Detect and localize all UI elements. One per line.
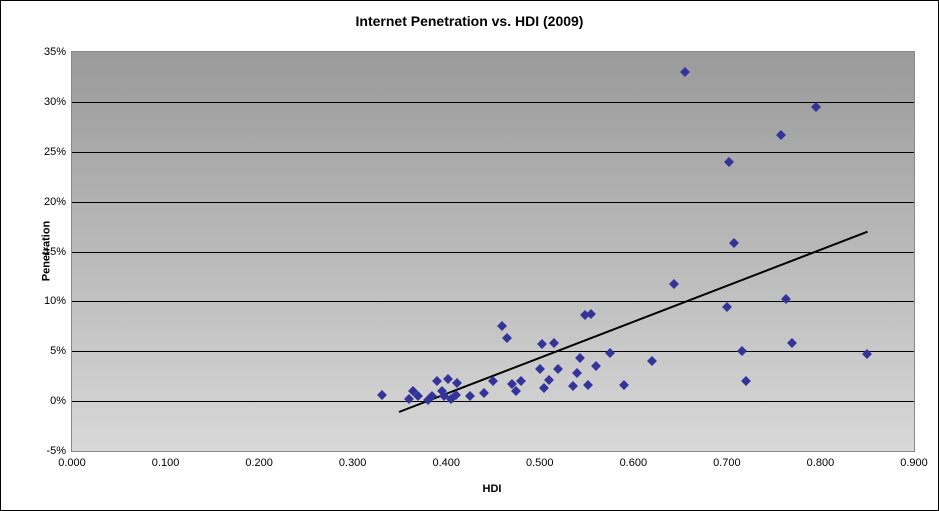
- data-point: [647, 356, 657, 366]
- data-point: [680, 67, 690, 77]
- gridline: [72, 351, 914, 352]
- data-point: [465, 391, 475, 401]
- data-point: [516, 376, 526, 386]
- data-point: [535, 364, 545, 374]
- data-point: [511, 386, 521, 396]
- data-point: [502, 333, 512, 343]
- y-axis-title: Penetration: [40, 220, 52, 281]
- chart-container: Internet Penetration vs. HDI (2009) -5%0…: [0, 0, 939, 511]
- data-point: [591, 361, 601, 371]
- x-tick-label: 0.800: [807, 457, 835, 469]
- chart-title: Internet Penetration vs. HDI (2009): [1, 1, 938, 37]
- x-tick-label: 0.500: [526, 457, 554, 469]
- x-tick-label: 0.400: [432, 457, 460, 469]
- data-point: [568, 381, 578, 391]
- data-point: [811, 102, 821, 112]
- data-point: [776, 130, 786, 140]
- data-point: [605, 348, 615, 358]
- data-point: [787, 338, 797, 348]
- data-point: [586, 309, 596, 319]
- data-point: [729, 238, 739, 248]
- y-tick-label: 25%: [44, 146, 66, 158]
- y-tick-label: 0%: [50, 395, 66, 407]
- y-tick-label: 20%: [44, 196, 66, 208]
- data-point: [669, 279, 679, 289]
- data-point: [432, 376, 442, 386]
- data-point: [488, 376, 498, 386]
- data-point: [479, 388, 489, 398]
- x-tick-label: 0.900: [900, 457, 928, 469]
- gridline: [72, 152, 914, 153]
- data-point: [583, 380, 593, 390]
- data-point: [549, 338, 559, 348]
- y-tick-label: 30%: [44, 96, 66, 108]
- data-point: [572, 368, 582, 378]
- gridline: [72, 202, 914, 203]
- data-point: [741, 376, 751, 386]
- data-point: [497, 321, 507, 331]
- data-point: [781, 294, 791, 304]
- x-tick-label: 0.700: [713, 457, 741, 469]
- data-point: [722, 302, 732, 312]
- data-point: [413, 391, 423, 401]
- data-point: [619, 380, 629, 390]
- data-point: [377, 390, 387, 400]
- data-point: [554, 364, 564, 374]
- data-point: [737, 346, 747, 356]
- x-tick-label: 0.000: [58, 457, 86, 469]
- data-point: [537, 339, 547, 349]
- data-point: [724, 157, 734, 167]
- x-axis-title: HDI: [483, 483, 502, 495]
- x-tick-label: 0.100: [152, 457, 180, 469]
- x-tick-label: 0.200: [245, 457, 273, 469]
- x-tick-label: 0.600: [620, 457, 648, 469]
- plot-area: -5%0%5%10%15%20%25%30%35%0.0000.1000.200…: [71, 51, 915, 452]
- x-tick-label: 0.300: [339, 457, 367, 469]
- gridline: [72, 252, 914, 253]
- data-point: [544, 375, 554, 385]
- y-tick-label: 35%: [44, 46, 66, 58]
- y-tick-label: -5%: [46, 445, 66, 457]
- y-tick-label: 10%: [44, 295, 66, 307]
- gridline: [72, 102, 914, 103]
- trendline: [399, 231, 869, 413]
- y-tick-label: 5%: [50, 345, 66, 357]
- plot-wrapper: -5%0%5%10%15%20%25%30%35%0.0000.1000.200…: [71, 51, 913, 450]
- gridline: [72, 401, 914, 402]
- data-point: [575, 353, 585, 363]
